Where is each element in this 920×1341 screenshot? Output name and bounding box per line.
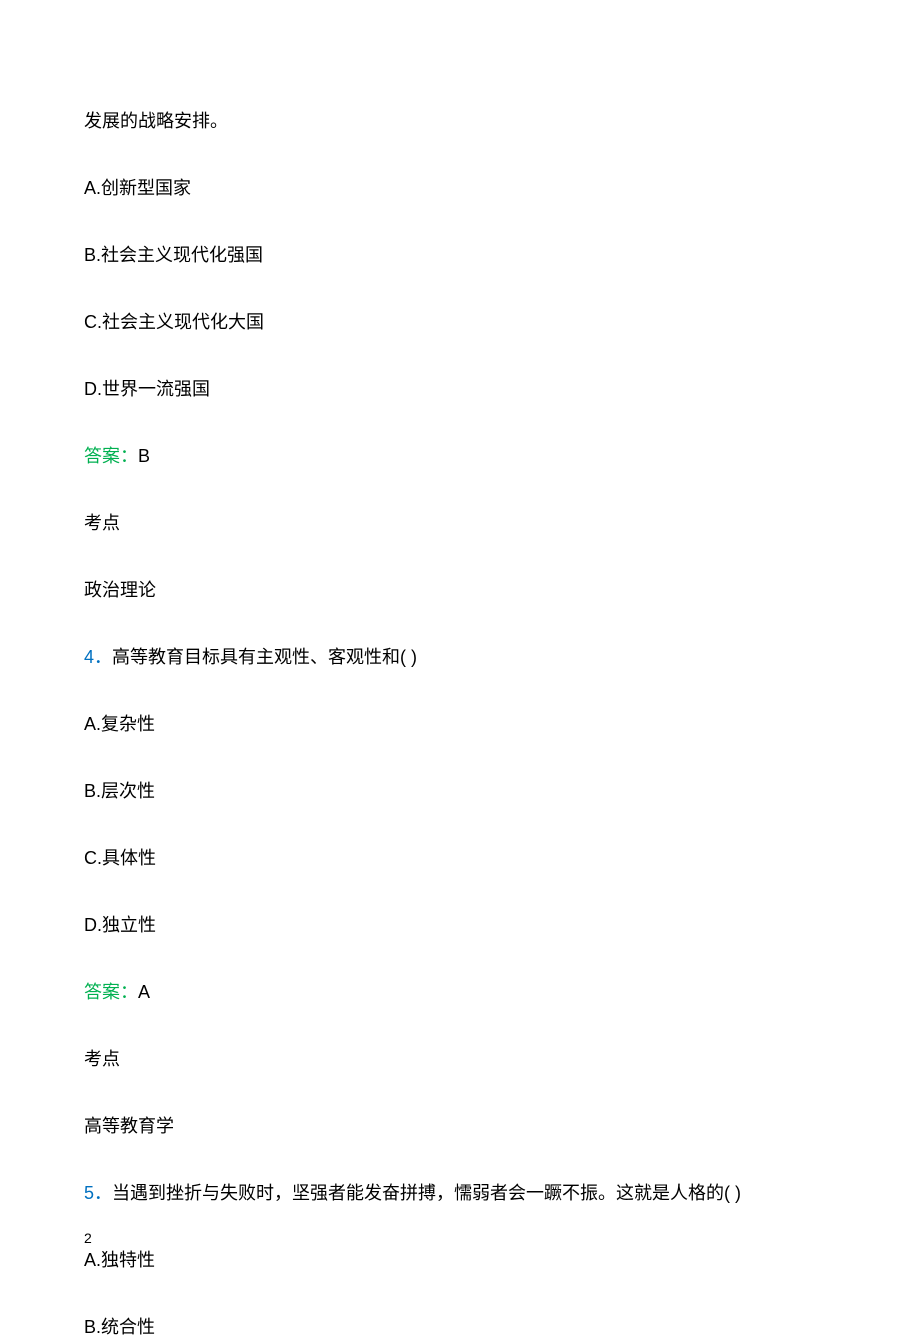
q3-option-d: D.世界一流强国: [84, 376, 836, 403]
q4-answer-value: A: [138, 982, 150, 1002]
q4-topic-value: 高等教育学: [84, 1113, 836, 1140]
q5-number: 5．: [84, 1183, 112, 1203]
q3-answer-value: B: [138, 446, 150, 466]
q3-option-a: A.创新型国家: [84, 175, 836, 202]
q4-stem-text: 高等教育目标具有主观性、客观性和( ): [112, 647, 417, 667]
q3-topic-label: 考点: [84, 510, 836, 537]
page-number: 2: [84, 1230, 92, 1246]
q4-stem: 4．高等教育目标具有主观性、客观性和( ): [84, 644, 836, 671]
q3-topic-value: 政治理论: [84, 577, 836, 604]
q3-option-b: B.社会主义现代化强国: [84, 242, 836, 269]
q5-stem: 5．当遇到挫折与失败时，坚强者能发奋拼搏，懦弱者会一蹶不振。这就是人格的( ): [84, 1180, 836, 1207]
q4-answer-label: 答案：: [84, 982, 138, 1002]
q5-option-b: B.统合性: [84, 1314, 836, 1341]
q4-option-d: D.独立性: [84, 912, 836, 939]
q3-answer: 答案：B: [84, 443, 836, 470]
q4-option-a: A.复杂性: [84, 711, 836, 738]
document-content: 发展的战略安排。 A.创新型国家 B.社会主义现代化强国 C.社会主义现代化大国…: [0, 0, 920, 1341]
q4-answer: 答案：A: [84, 979, 836, 1006]
q4-option-b: B.层次性: [84, 778, 836, 805]
q4-option-c: C.具体性: [84, 845, 836, 872]
q3-option-c: C.社会主义现代化大国: [84, 309, 836, 336]
q3-stem-fragment: 发展的战略安排。: [84, 108, 836, 135]
q5-stem-text: 当遇到挫折与失败时，坚强者能发奋拼搏，懦弱者会一蹶不振。这就是人格的( ): [112, 1183, 741, 1203]
q4-number: 4．: [84, 647, 112, 667]
q4-topic-label: 考点: [84, 1046, 836, 1073]
q3-answer-label: 答案：: [84, 446, 138, 466]
q5-option-a: A.独特性: [84, 1247, 836, 1274]
